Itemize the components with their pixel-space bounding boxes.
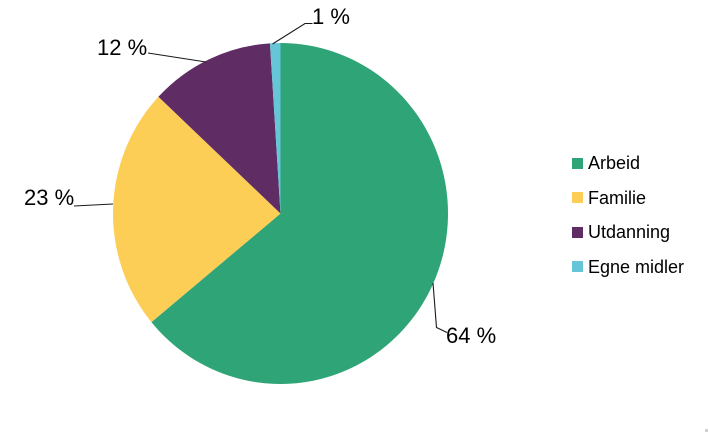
pie-slice-familie	[112, 96, 281, 323]
legend-swatch-egne-midler	[572, 261, 583, 273]
leader-lines	[73, 22, 448, 333]
legend-label-arbeid: Arbeid	[588, 153, 641, 174]
legend-swatch-utdanning	[572, 226, 583, 238]
leader-line-egne-midler	[272, 22, 313, 45]
leader-line-arbeid	[432, 282, 448, 333]
legend-item-familie: Familie	[572, 181, 684, 216]
chart-legend: Arbeid Familie Utdanning Egne midler	[572, 146, 684, 284]
data-label-arbeid: 64 %	[446, 323, 497, 348]
legend-label-utdanning: Utdanning	[588, 222, 671, 243]
leader-line-utdanning	[147, 52, 207, 63]
pie-slice-utdanning	[158, 43, 281, 214]
legend-swatch-familie	[572, 192, 583, 204]
pie-slice-arbeid	[151, 43, 449, 385]
legend-item-egne-midler: Egne midler	[572, 250, 684, 285]
data-label-utdanning: 12 %	[97, 35, 148, 60]
legend-label-familie: Familie	[588, 187, 647, 208]
legend-item-utdanning: Utdanning	[572, 215, 684, 250]
data-label-familie: 23 %	[24, 185, 75, 210]
leader-line-familie	[73, 203, 114, 207]
pie-slices	[112, 43, 449, 385]
data-label-egne-midler: 1 %	[312, 4, 350, 29]
legend-label-egne-midler: Egne midler	[588, 256, 685, 277]
corner-artifact	[705, 429, 708, 432]
pie-slice-egne-midler	[269, 43, 281, 214]
legend-item-arbeid: Arbeid	[572, 146, 684, 181]
legend-swatch-arbeid	[572, 157, 583, 169]
